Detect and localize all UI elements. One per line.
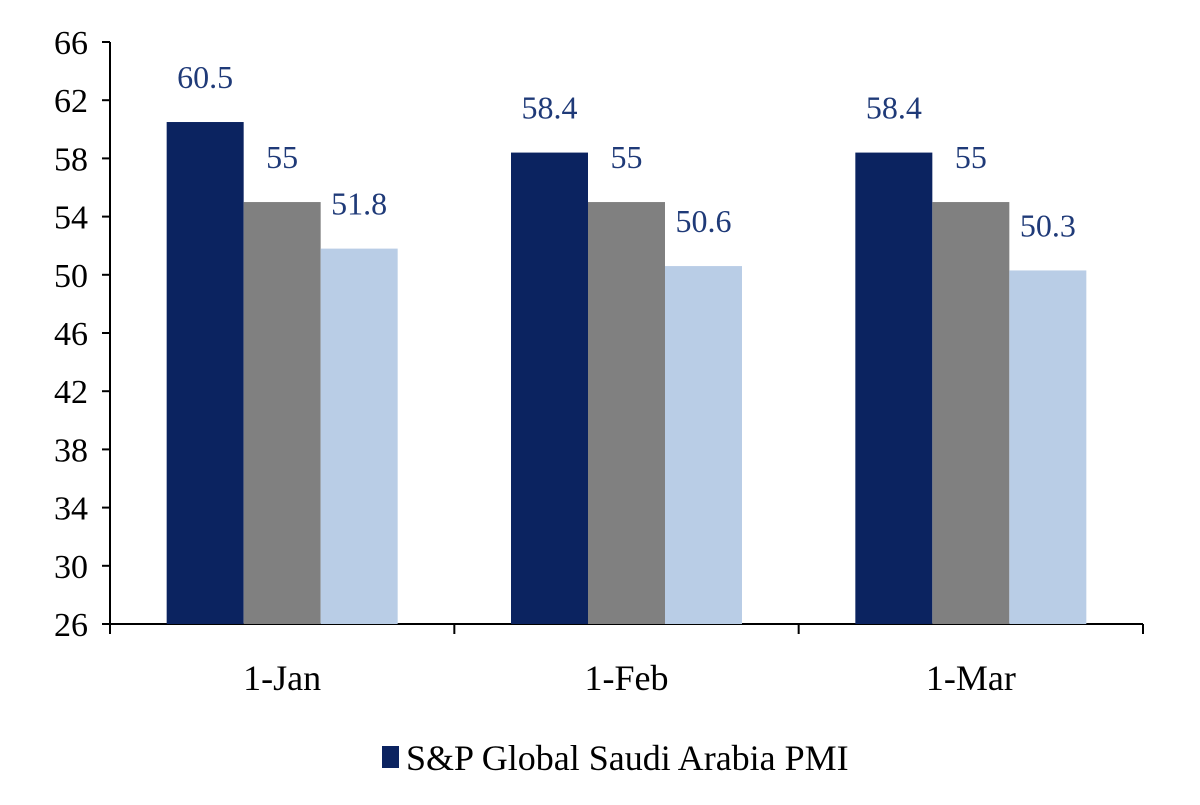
- y-tick-label: 30: [54, 549, 88, 586]
- y-tick-label: 62: [54, 83, 88, 120]
- data-label: 55: [955, 139, 987, 175]
- bar-series-3: [1009, 270, 1087, 624]
- bar-series-2: [588, 202, 665, 625]
- data-label: 60.5: [177, 59, 233, 95]
- y-tick-label: 46: [54, 316, 88, 353]
- data-label: 50.3: [1020, 207, 1076, 243]
- y-tick-label: 26: [54, 607, 88, 644]
- data-label: 55: [266, 139, 298, 175]
- legend-swatch: [382, 746, 399, 768]
- data-label: 51.8: [331, 186, 387, 222]
- y-tick-label: 50: [54, 258, 88, 295]
- bar-series-2: [932, 202, 1010, 625]
- bar-series-3: [665, 266, 742, 624]
- y-tick-label: 38: [54, 432, 88, 469]
- y-tick-label: 42: [54, 374, 88, 411]
- y-tick-label: 66: [54, 25, 88, 62]
- data-label: 55: [611, 139, 643, 175]
- data-label: 58.4: [866, 90, 922, 126]
- bar-series-1: [166, 122, 244, 625]
- x-category-label: 1-Mar: [926, 658, 1016, 698]
- bar-series-1: [855, 152, 933, 624]
- bar-series-2: [243, 202, 321, 625]
- data-label: 58.4: [522, 90, 578, 126]
- data-label: 50.6: [676, 203, 732, 239]
- y-tick-label: 54: [54, 200, 88, 237]
- bar-series-1: [511, 152, 588, 624]
- x-category-label: 1-Feb: [585, 658, 669, 698]
- y-tick-label: 58: [54, 141, 88, 178]
- bar-series-3: [320, 248, 398, 625]
- y-tick-label: 34: [54, 491, 88, 528]
- x-category-label: 1-Jan: [243, 658, 321, 698]
- legend-label: S&P Global Saudi Arabia PMI: [406, 738, 849, 778]
